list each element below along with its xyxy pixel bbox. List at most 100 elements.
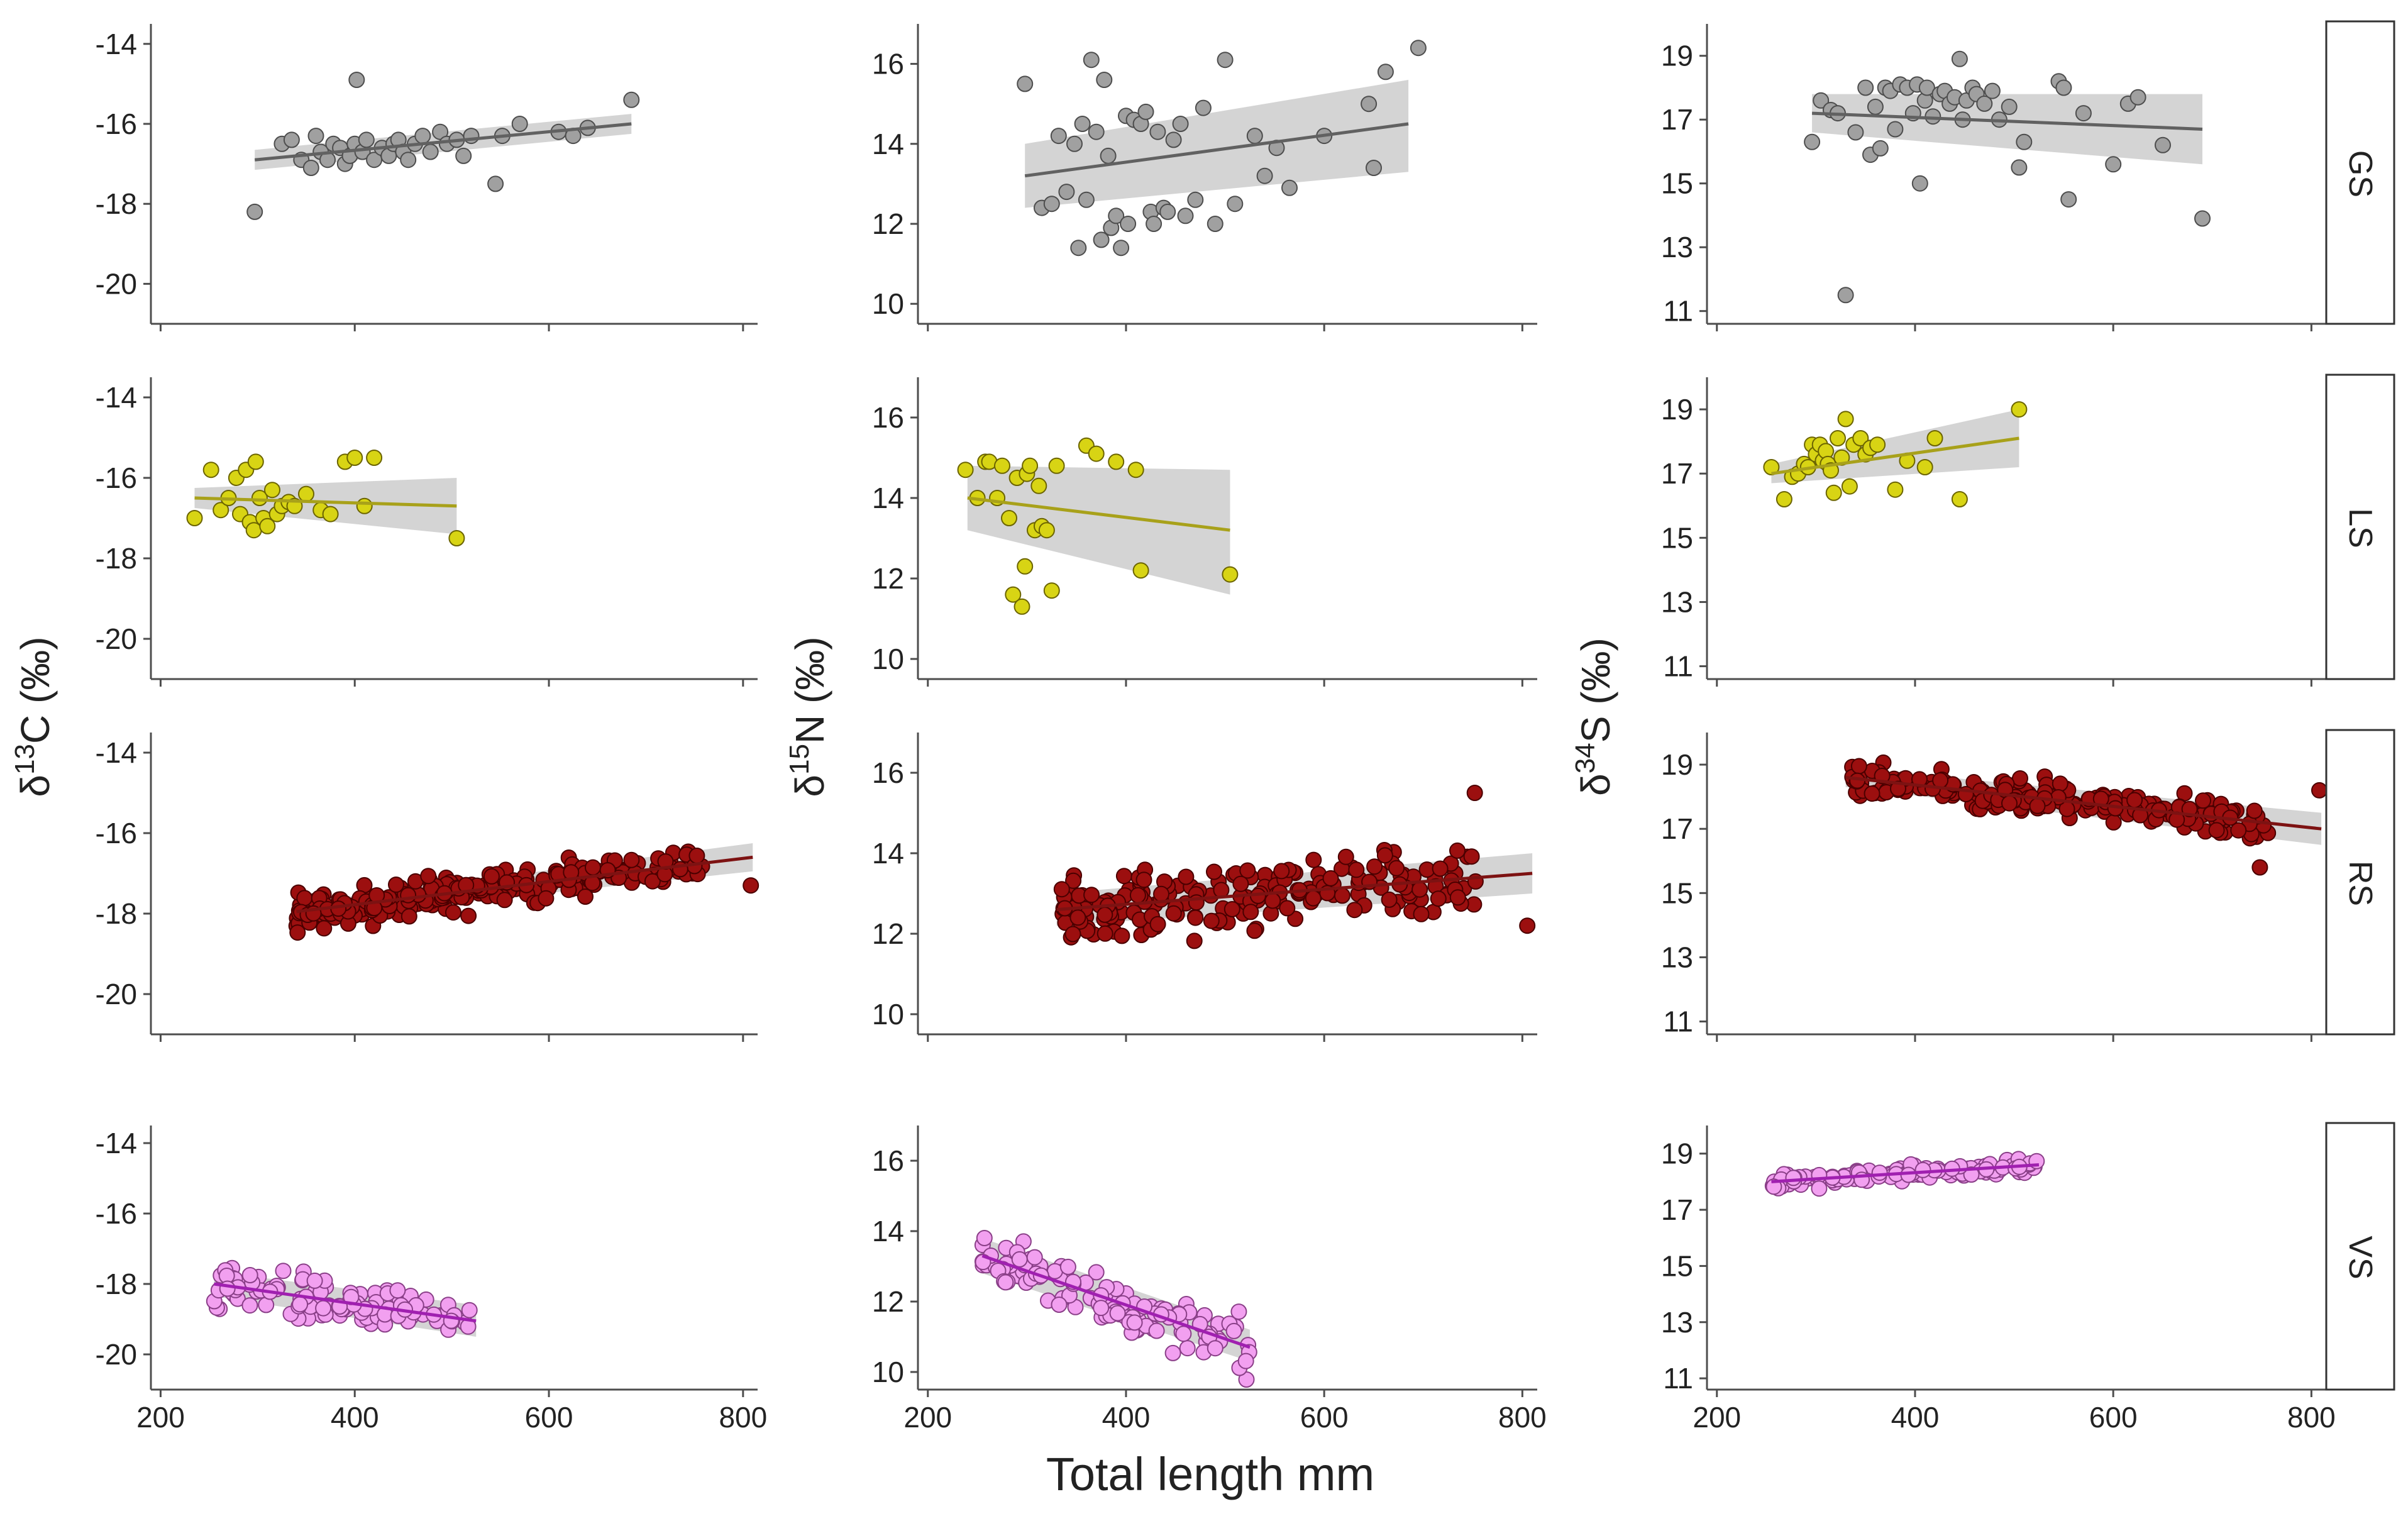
data-point xyxy=(1334,887,1350,904)
data-point xyxy=(2029,797,2046,814)
data-point xyxy=(1850,758,1867,775)
data-point xyxy=(1273,863,1290,880)
data-points xyxy=(1804,50,2211,304)
data-point xyxy=(585,859,601,876)
data-point xyxy=(1113,927,1130,944)
y-tick-label: 11 xyxy=(1663,1005,1693,1038)
data-point xyxy=(1847,124,1864,141)
panel-grid: -14-16-18-20101214161113151719GS-14-16-1… xyxy=(96,20,2395,1434)
data-point xyxy=(186,510,203,526)
data-point xyxy=(1108,453,1125,470)
data-point xyxy=(1065,872,1082,889)
data-point xyxy=(1914,1161,1931,1178)
facet-strip-label: LS xyxy=(2342,508,2378,548)
y-tick-label: -18 xyxy=(96,187,137,220)
y-tick-label: 14 xyxy=(872,128,904,160)
data-point xyxy=(246,203,263,220)
data-point xyxy=(1785,1170,1802,1186)
x-axis-title: Total length mm xyxy=(1046,1448,1374,1500)
data-point xyxy=(1164,1344,1181,1361)
y-title-element: S (‰) xyxy=(1573,638,1618,743)
y-tick-label: 10 xyxy=(872,643,904,675)
data-point xyxy=(1179,1340,1196,1357)
data-point xyxy=(1830,430,1846,446)
data-point xyxy=(1013,598,1030,615)
data-point xyxy=(1281,179,1298,196)
data-point xyxy=(420,868,437,885)
data-point xyxy=(213,502,229,519)
facet-strip-label: GS xyxy=(2342,150,2378,197)
y-tick-label: 10 xyxy=(872,1356,904,1388)
data-point xyxy=(346,450,363,466)
y-title-superscript: 34 xyxy=(1570,743,1601,773)
regression-line xyxy=(214,1282,477,1323)
panel-ls-d15n: 10 12 14 16 xyxy=(872,377,1537,687)
data-point xyxy=(1207,216,1223,232)
data-point xyxy=(1837,287,1854,304)
data-point xyxy=(1011,1251,1028,1268)
data-point xyxy=(1388,860,1405,877)
data-point xyxy=(1109,1305,1126,1322)
data-point xyxy=(2016,133,2033,150)
y-tick-label: 13 xyxy=(1661,585,1693,618)
data-point xyxy=(688,848,705,864)
data-point xyxy=(1432,860,1449,877)
data-point xyxy=(1100,147,1117,164)
data-point xyxy=(247,453,264,470)
data-point xyxy=(1149,123,1166,140)
data-point xyxy=(2011,159,2028,176)
data-point xyxy=(2126,792,2143,809)
data-point xyxy=(1093,231,1110,248)
y-tick-label: -18 xyxy=(96,542,137,575)
data-point xyxy=(1976,95,1993,112)
data-point xyxy=(1088,445,1105,462)
data-point xyxy=(1305,890,1322,907)
data-point xyxy=(1126,1314,1143,1331)
data-point xyxy=(400,908,417,925)
y-title-delta: δ xyxy=(13,775,58,797)
data-point xyxy=(322,506,339,523)
facet-strip-box xyxy=(2325,373,2395,680)
data-point xyxy=(1366,160,1382,176)
data-point xyxy=(1864,785,1881,802)
data-point xyxy=(1869,436,1886,453)
y-tick-label: 10 xyxy=(872,998,904,1031)
data-point xyxy=(1088,1264,1105,1281)
data-point xyxy=(400,152,417,169)
y-tick-label: 14 xyxy=(872,1215,904,1247)
data-point xyxy=(487,175,504,192)
data-point xyxy=(1911,175,1928,192)
y-tick-label: -14 xyxy=(96,736,137,769)
y-tick-label: -16 xyxy=(96,1197,137,1230)
data-point xyxy=(1187,909,1204,926)
data-point xyxy=(1030,477,1047,494)
data-point xyxy=(1078,191,1095,208)
data-point xyxy=(997,1274,1014,1291)
data-point xyxy=(1172,116,1189,132)
y-tick-label: -20 xyxy=(96,1338,137,1371)
data-point xyxy=(1411,881,1428,898)
data-point xyxy=(1242,904,1259,921)
data-point xyxy=(389,1282,406,1299)
y-tick-label: 15 xyxy=(1661,521,1693,554)
data-point xyxy=(1237,1352,1254,1369)
facet-strip-box xyxy=(2325,1122,2395,1391)
data-point xyxy=(1872,140,1889,157)
data-point xyxy=(448,530,465,546)
data-point xyxy=(1776,491,1792,507)
data-point xyxy=(460,907,477,924)
data-point xyxy=(1149,915,1166,932)
data-point xyxy=(2012,770,2028,787)
y-tick-label: 15 xyxy=(1661,877,1693,909)
data-point xyxy=(2195,792,2211,809)
data-point xyxy=(1887,121,1904,138)
panel-gs-d13c: -14 -16 -18 -20 xyxy=(96,24,758,331)
data-point xyxy=(2060,191,2077,208)
data-point xyxy=(1159,203,1176,220)
panel-vs-d13c: -14 -16 -18 -20 200 400 600 800 xyxy=(96,1126,767,1434)
y-tick-label: -16 xyxy=(96,108,137,140)
data-point xyxy=(957,462,974,478)
y-tick-label: 13 xyxy=(1661,1306,1693,1339)
y-tick-label: 12 xyxy=(872,207,904,240)
y-tick-label: 17 xyxy=(1661,1193,1693,1226)
